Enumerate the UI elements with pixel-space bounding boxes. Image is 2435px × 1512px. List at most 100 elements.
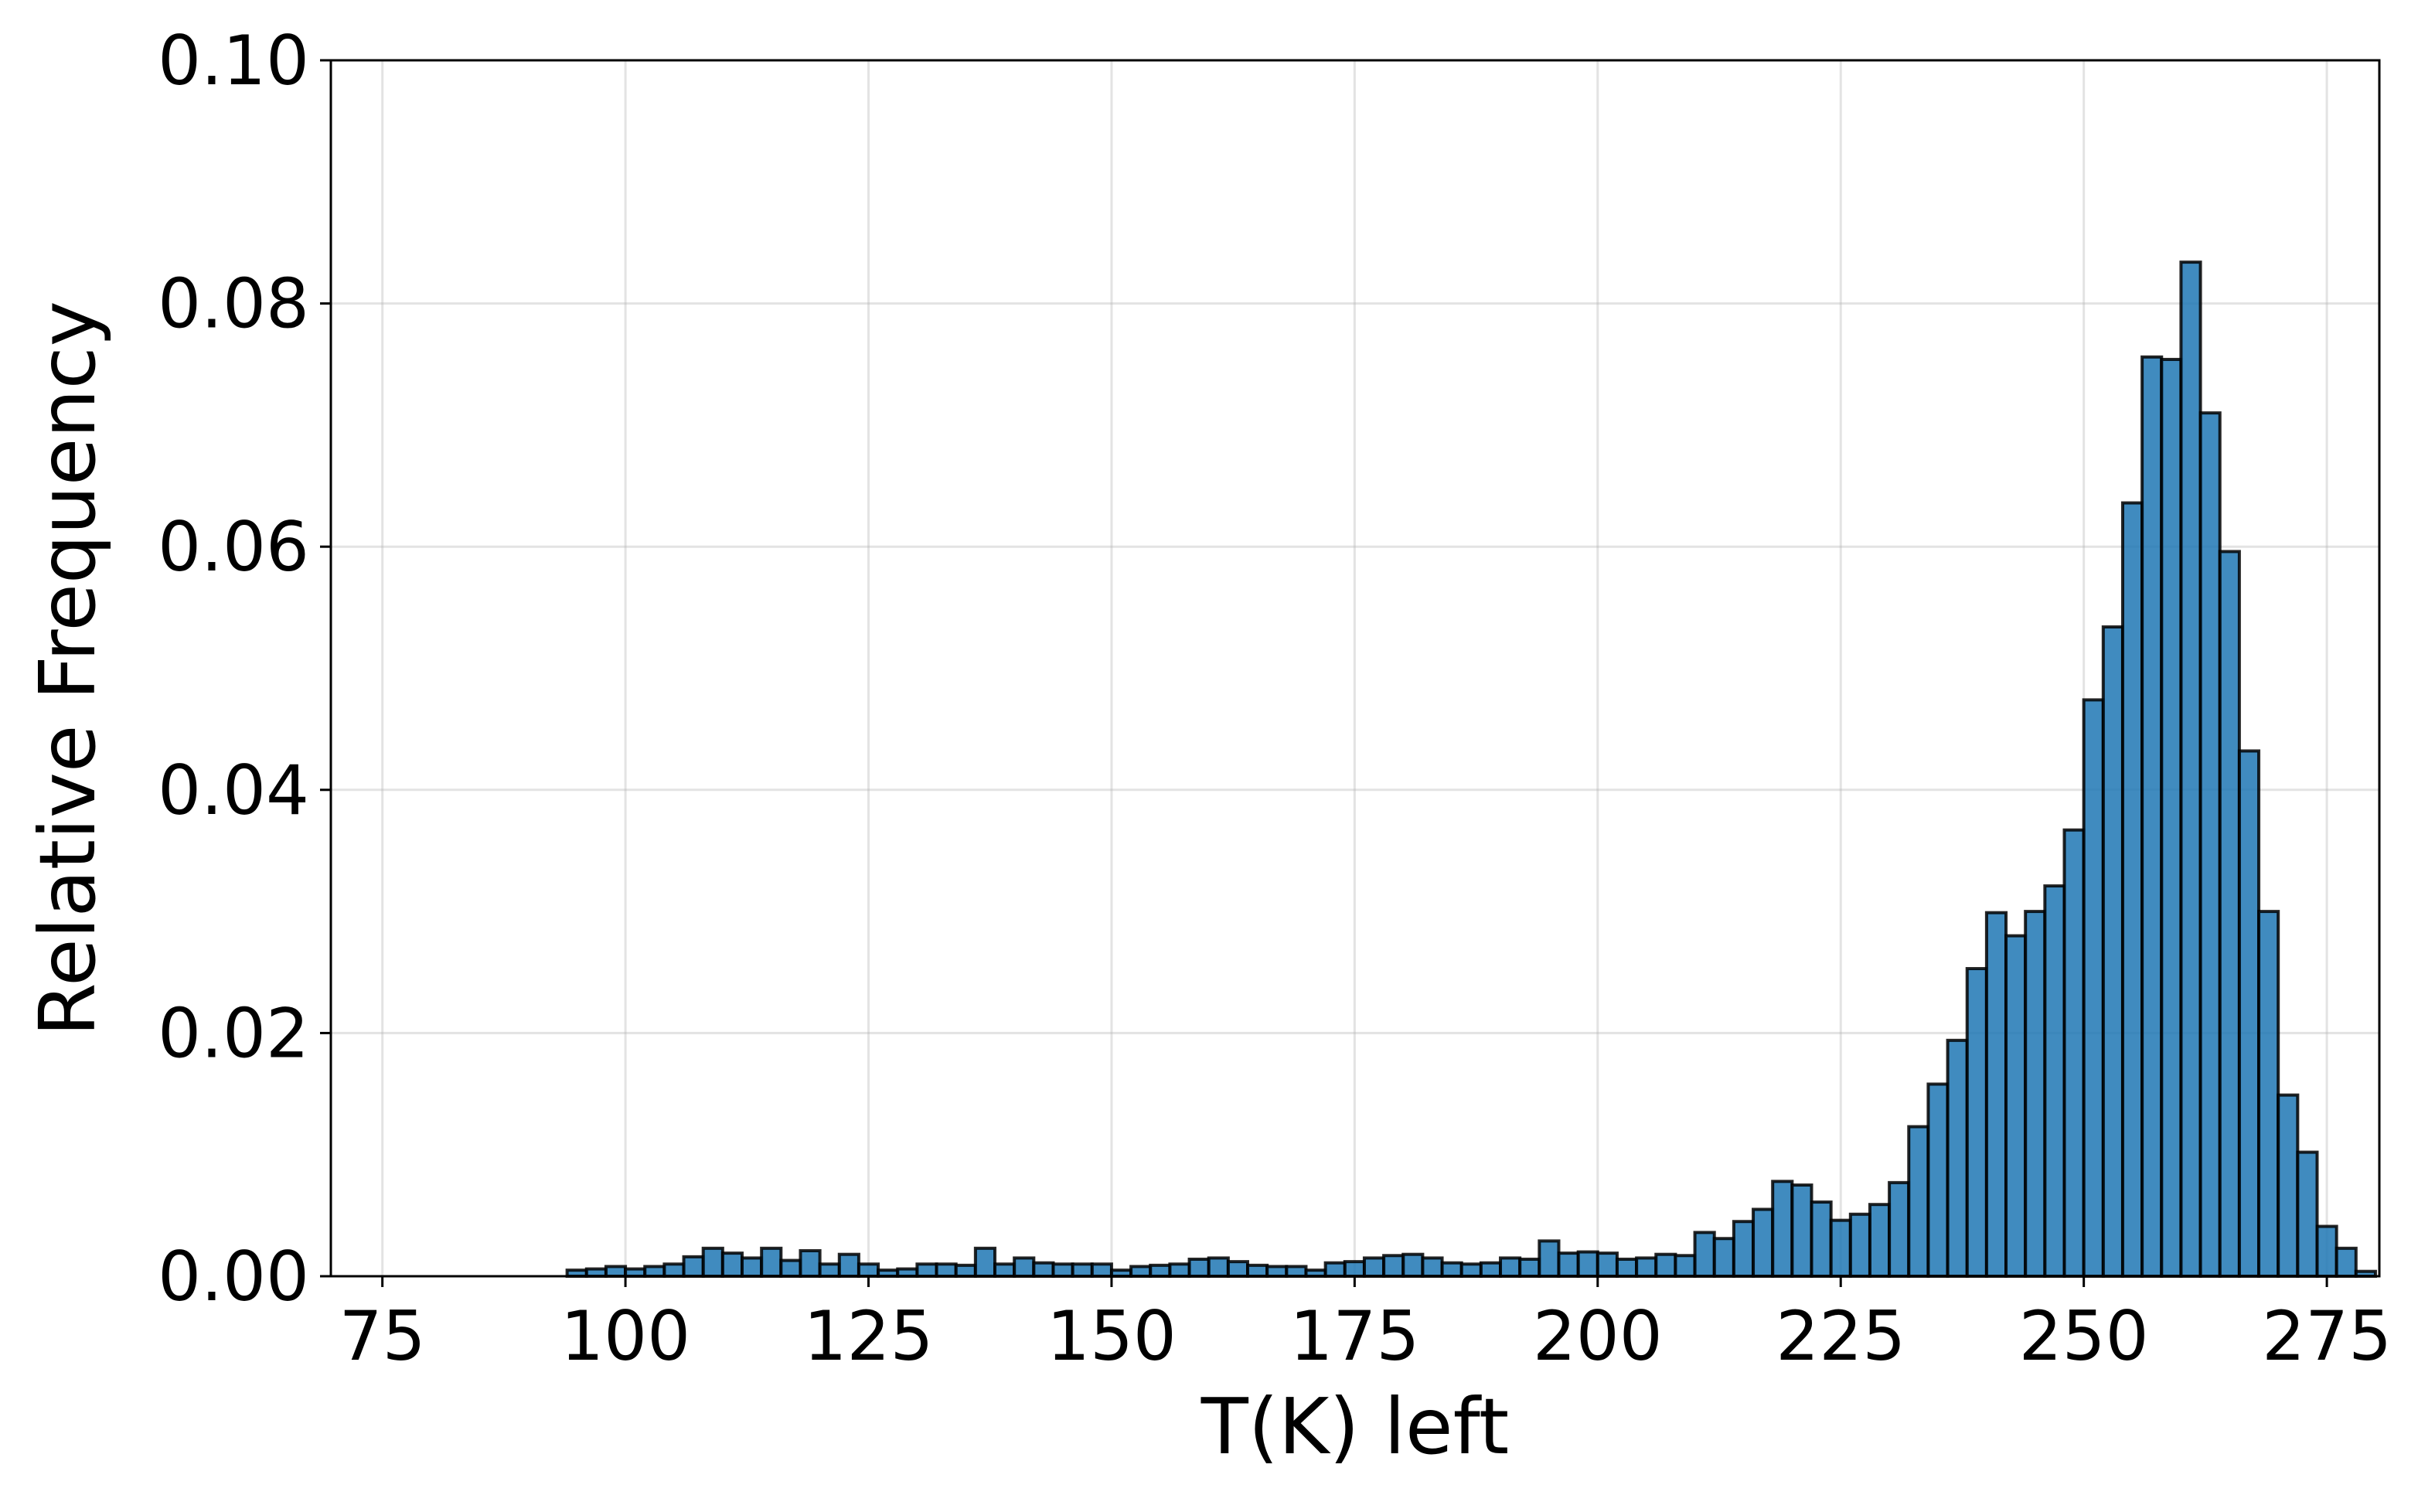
bar — [1848, 1212, 1871, 1278]
bar — [1810, 1200, 1833, 1278]
bar — [2120, 501, 2144, 1278]
bar — [1888, 1180, 1911, 1279]
bar — [1984, 911, 2008, 1278]
bar — [741, 1256, 764, 1279]
bar — [1557, 1251, 1580, 1279]
bar — [1032, 1261, 1055, 1279]
bar — [1771, 1180, 1794, 1279]
bar — [1187, 1257, 1211, 1279]
bar — [1752, 1207, 1775, 1278]
bar — [760, 1246, 783, 1279]
bar — [720, 1251, 744, 1279]
bar — [1965, 967, 1988, 1278]
x-tick-label: 175 — [1289, 1296, 1419, 1376]
bar — [2335, 1246, 2358, 1279]
x-tick-label: 75 — [339, 1296, 426, 1376]
bar — [1576, 1250, 1599, 1279]
bar — [1323, 1261, 1347, 1279]
bar — [1654, 1252, 1677, 1279]
bar — [1479, 1261, 1503, 1279]
bar — [1362, 1256, 1386, 1279]
y-axis-label: Relative Frequency — [22, 301, 113, 1037]
bar — [1421, 1256, 1444, 1279]
x-tick-label: 125 — [804, 1296, 934, 1376]
bar — [2237, 749, 2261, 1278]
x-tick-label: 150 — [1047, 1296, 1177, 1376]
bar — [1440, 1261, 1463, 1279]
bar — [1518, 1257, 1541, 1279]
bar — [1207, 1256, 1230, 1279]
bar — [643, 1265, 666, 1279]
bar — [2198, 411, 2222, 1278]
bar — [2082, 698, 2105, 1278]
bar — [779, 1258, 802, 1279]
bar — [1090, 1262, 1113, 1279]
bar — [1246, 1263, 1269, 1279]
bar — [1168, 1262, 1191, 1279]
y-tick-label: 0.10 — [158, 21, 309, 100]
bar — [818, 1262, 841, 1279]
bar — [1343, 1260, 1366, 1279]
bar — [1499, 1256, 1522, 1279]
y-tick-label: 0.06 — [158, 507, 309, 587]
bar — [2179, 261, 2202, 1278]
bar — [1615, 1257, 1639, 1279]
bar — [2043, 884, 2066, 1279]
bar — [2160, 357, 2183, 1278]
bar — [2140, 355, 2164, 1278]
x-tick-label: 225 — [1776, 1296, 1905, 1376]
bar — [2004, 934, 2028, 1279]
bar — [2315, 1224, 2338, 1278]
bar — [799, 1248, 822, 1279]
y-tick-label: 0.02 — [158, 993, 309, 1073]
bar — [1265, 1265, 1289, 1279]
bar — [857, 1262, 880, 1279]
bar — [935, 1262, 958, 1279]
bar — [682, 1255, 705, 1279]
bar — [2296, 1150, 2319, 1278]
bar — [973, 1246, 997, 1279]
bar — [1129, 1265, 1153, 1279]
bar — [1401, 1252, 1425, 1279]
bar — [2277, 1093, 2300, 1279]
bar — [1946, 1038, 1969, 1278]
bar — [2062, 828, 2086, 1278]
bar — [604, 1265, 628, 1279]
bar — [701, 1246, 724, 1279]
bar — [837, 1252, 860, 1279]
y-tick-label: 0.04 — [158, 751, 309, 830]
bar — [1149, 1263, 1172, 1279]
bar — [1693, 1231, 1716, 1278]
bar — [1926, 1082, 1950, 1278]
bar — [1538, 1239, 1561, 1279]
bar — [1790, 1183, 1813, 1279]
bar — [2101, 625, 2124, 1278]
bar — [1596, 1251, 1619, 1279]
plot-frame — [329, 59, 2381, 1278]
bar — [954, 1263, 977, 1279]
bar — [1382, 1254, 1405, 1279]
bar — [2257, 910, 2280, 1278]
x-tick-label: 250 — [2019, 1296, 2149, 1376]
bar — [1674, 1254, 1697, 1279]
bar — [915, 1262, 938, 1279]
bar — [2024, 910, 2047, 1278]
bar — [1868, 1203, 1892, 1278]
x-tick-label: 200 — [1533, 1296, 1663, 1376]
y-tick-label: 0.00 — [158, 1237, 309, 1316]
bar — [1829, 1218, 1852, 1278]
bar — [1051, 1262, 1074, 1279]
bar — [1907, 1125, 1930, 1278]
bar — [1013, 1256, 1036, 1279]
bar — [1285, 1265, 1308, 1279]
bar — [1459, 1262, 1483, 1279]
x-tick-label: 100 — [560, 1296, 690, 1376]
x-tick-label: 275 — [2262, 1296, 2392, 1376]
bar — [662, 1262, 686, 1279]
bar — [2218, 550, 2241, 1278]
bar — [1071, 1262, 1094, 1279]
x-axis-label: T(K) left — [1200, 1381, 1509, 1472]
y-tick-label: 0.08 — [158, 264, 309, 344]
bar — [1635, 1256, 1658, 1279]
